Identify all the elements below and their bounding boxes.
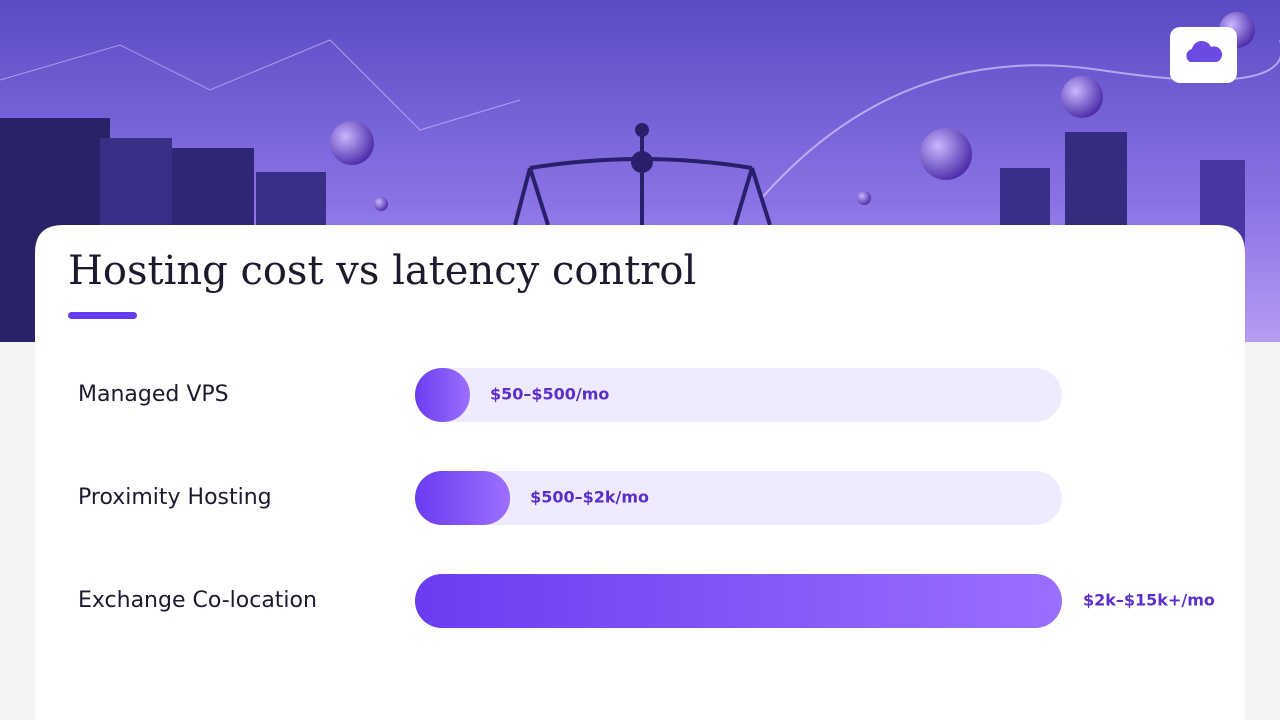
value-label: $2k–$15k+/mo bbox=[1083, 591, 1215, 610]
bar bbox=[415, 574, 1062, 628]
value-label: $500–$2k/mo bbox=[530, 488, 649, 507]
bar-track bbox=[415, 368, 1062, 422]
bar bbox=[415, 471, 511, 525]
category-label: Proximity Hosting bbox=[78, 485, 272, 510]
value-label: $50–$500/mo bbox=[490, 385, 609, 404]
slide-title: Hosting cost vs latency control bbox=[68, 248, 696, 294]
title-accent bbox=[68, 312, 137, 319]
category-label: Managed VPS bbox=[78, 382, 229, 407]
bar-track bbox=[415, 471, 1062, 525]
bar bbox=[415, 368, 470, 422]
category-label: Exchange Co-location bbox=[78, 588, 317, 613]
logo bbox=[1170, 27, 1237, 83]
